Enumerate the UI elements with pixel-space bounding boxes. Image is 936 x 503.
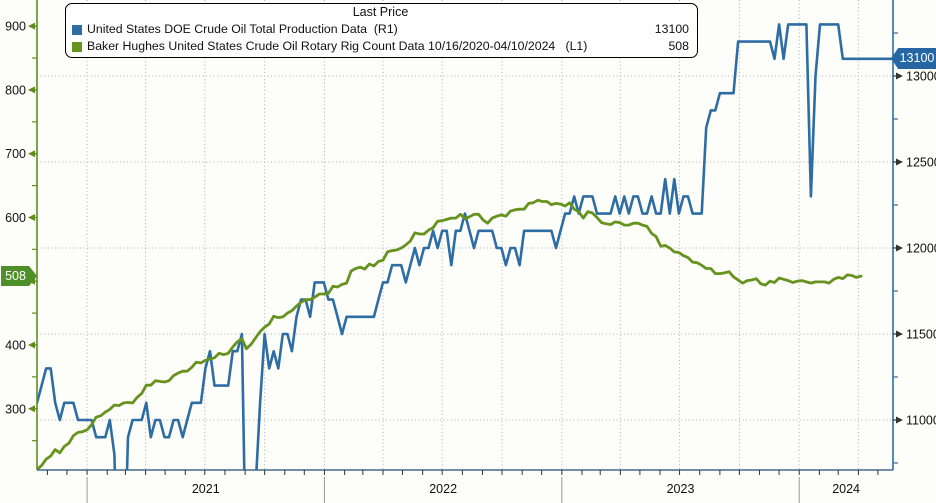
svg-text:2021: 2021 <box>192 482 220 496</box>
right-axis-labels: 13000 12500 12000 11500 11000 <box>893 32 936 464</box>
rig-count-line <box>37 198 863 470</box>
svg-text:12500: 12500 <box>906 155 936 169</box>
svg-text:700: 700 <box>5 147 26 161</box>
svg-text:11000: 11000 <box>906 413 936 427</box>
svg-text:2022: 2022 <box>429 482 457 496</box>
production-last-value-badge: 13100 <box>891 48 936 69</box>
svg-text:400: 400 <box>5 339 26 353</box>
production-series-swatch <box>72 24 82 35</box>
rig-count-series-value: 508 <box>668 39 689 53</box>
svg-text:13000: 13000 <box>906 70 936 84</box>
legend-item-rig-count[interactable]: Baker Hughes United States Crude Oil Rot… <box>72 39 689 54</box>
rig-count-series-label: Baker Hughes United States Crude Oil Rot… <box>87 39 588 53</box>
svg-text:12000: 12000 <box>906 241 936 255</box>
svg-text:11500: 11500 <box>906 327 936 341</box>
legend-item-production[interactable]: United States DOE Crude Oil Total Produc… <box>72 22 689 37</box>
year-labels: 2021 2022 2023 2024 <box>86 477 860 503</box>
production-series-label: United States DOE Crude Oil Total Produc… <box>87 22 398 36</box>
rig-count-last-value-badge: 508 <box>1 266 37 286</box>
x-axis-ticks <box>46 470 879 475</box>
rig-count-series-swatch <box>72 41 82 52</box>
left-axis-labels: 900800700600500400300 <box>5 20 37 442</box>
production-series-value: 13100 <box>654 22 689 36</box>
svg-text:900: 900 <box>5 20 26 34</box>
production-line <box>37 23 893 470</box>
svg-text:800: 800 <box>5 83 26 97</box>
gridlines <box>37 0 893 470</box>
series-lines <box>37 23 893 470</box>
svg-text:600: 600 <box>5 211 26 225</box>
legend-box: Last Price United States DOE Crude Oil T… <box>65 3 698 58</box>
svg-text:2024: 2024 <box>832 482 860 496</box>
svg-text:300: 300 <box>5 402 26 416</box>
axes <box>36 0 894 471</box>
svg-text:2023: 2023 <box>667 482 695 496</box>
legend-title: Last Price <box>352 5 409 19</box>
